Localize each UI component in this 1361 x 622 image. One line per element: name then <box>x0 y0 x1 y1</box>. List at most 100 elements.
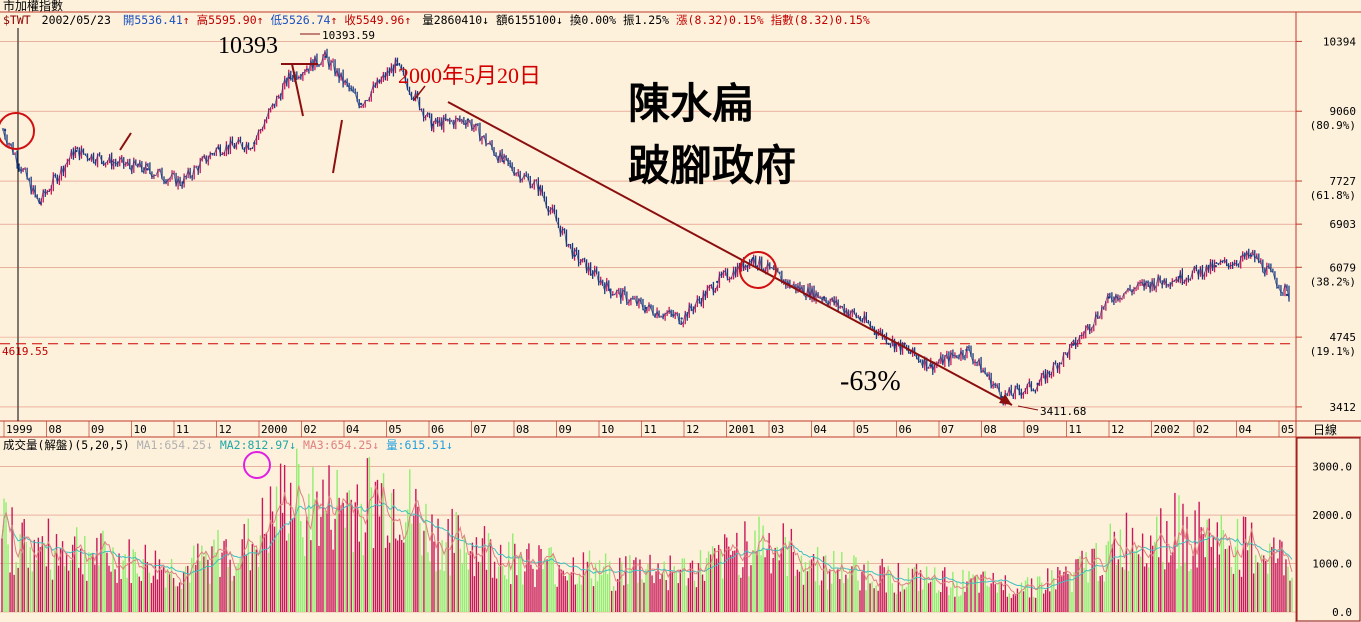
x-tick-label: 02 <box>1196 423 1209 436</box>
x-tick-label: 05 <box>856 423 869 436</box>
price-point <box>359 102 363 106</box>
x-tick-label: 11 <box>176 423 189 436</box>
peak-marker-drop <box>291 63 304 117</box>
price-point <box>751 257 755 260</box>
price-point <box>466 118 470 121</box>
quote-line: $TWT 2002/05/23 開5536.41↑ 高5595.90↑ 低552… <box>3 13 870 27</box>
price-point <box>181 181 185 184</box>
quote-amplitude: 振1.25% <box>623 13 669 27</box>
x-axis: 1999 08 09 10 11 12 2000 02 04 05 06 07 08 09 10 11 12 20… <box>3 421 1294 437</box>
volume-ma3-line <box>1 484 1293 597</box>
symbol: $TWT <box>3 13 31 27</box>
price-tick-label: 6903 <box>1330 218 1357 231</box>
price-line <box>2 50 1290 405</box>
quote-close: 收5549.96 <box>344 13 404 27</box>
trend-line <box>447 101 1013 406</box>
low-label-leader <box>1017 405 1039 411</box>
price-point <box>929 364 933 367</box>
volume-tick-label: 1000.0 <box>1312 558 1352 571</box>
price-tick-label: 4745 <box>1330 331 1357 344</box>
quote-high: 高5595.90 <box>197 13 257 27</box>
price-tick-label: 10394 <box>1323 35 1356 48</box>
x-tick-label: 06 <box>431 423 444 436</box>
price-point <box>3 128 7 132</box>
price-y-axis: 10394 9060(80.9%) 7727(61.8%) 6903 6079(38.2… <box>1296 35 1356 414</box>
price-point <box>431 123 434 127</box>
x-tick-label: 08 <box>516 423 529 436</box>
quote-open: 開5536.41 <box>123 13 183 27</box>
x-tick-label: 08 <box>984 423 997 436</box>
volume-tick-label: 2000.0 <box>1312 509 1352 522</box>
x-tick-label: 12 <box>686 423 699 436</box>
dip-marker <box>332 119 343 174</box>
price-point <box>1285 293 1289 297</box>
price-point <box>146 168 149 171</box>
highlight-circle-ma2 <box>243 451 271 479</box>
x-tick-label: 04 <box>346 423 360 436</box>
peak-small-label: 10393.59 <box>322 29 375 42</box>
price-tick-label: 7727 <box>1330 175 1357 188</box>
trend-arrow-head <box>999 394 1012 405</box>
support-label: 4619.55 <box>2 345 48 358</box>
price-tick-pct: (61.8%) <box>1310 189 1356 202</box>
x-tick-label: 05 <box>389 423 402 436</box>
price-point <box>324 55 327 58</box>
price-point <box>1072 343 1075 346</box>
price-point <box>288 76 292 79</box>
annotations <box>0 33 1039 479</box>
volume-header: 成交量(解盤)(5,20,5) MA1:654.25↓ MA2:812.97↓ … <box>3 438 453 452</box>
price-point <box>39 202 42 205</box>
rebound-marker <box>119 132 132 151</box>
volume-ma3: MA3:654.25 <box>303 438 372 452</box>
x-tick-label: 04 <box>1239 423 1253 436</box>
price-tick-label: 3412 <box>1330 401 1357 414</box>
x-tick-label: 1999 <box>6 423 33 436</box>
x-tick-label: 08 <box>49 423 62 436</box>
price-point <box>573 254 576 257</box>
quote-turnover: 換0.00% <box>570 13 616 27</box>
price-point <box>1250 254 1253 257</box>
price-point <box>894 343 897 346</box>
price-point <box>680 317 683 320</box>
price-point <box>395 63 398 66</box>
price-point <box>110 160 114 163</box>
highlight-circle-start <box>0 112 35 150</box>
volume-ma1: MA1:654.25 <box>137 438 206 452</box>
quote-volume: 量2860410 <box>422 13 482 27</box>
quote-index-change: 指數(8.32)0.15% <box>771 13 870 27</box>
price-tick-label: 6079 <box>1330 261 1357 274</box>
quote-date: 2002/05/23 <box>42 13 111 27</box>
low-label: 3411.68 <box>1040 405 1086 418</box>
drop-percent: -63% <box>840 366 901 397</box>
price-tick-pct: (80.9%) <box>1310 119 1356 132</box>
quote-low: 低5526.74 <box>271 13 331 27</box>
volume-ma2: MA2:812.97 <box>220 438 289 452</box>
price-point <box>965 348 968 352</box>
market-name: 市加權指數 <box>3 0 63 13</box>
x-tick-label: 10 <box>134 423 147 436</box>
volume-title: 成交量(解盤)(5,20,5) <box>3 438 130 452</box>
quote-change: 漲(8.32)0.15% <box>676 13 764 27</box>
x-tick-label: 12 <box>1111 423 1124 436</box>
price-grid <box>0 41 1296 408</box>
price-tick-label: 9060 <box>1330 105 1357 118</box>
x-tick-label: 09 <box>91 423 104 436</box>
price-point <box>644 306 648 310</box>
price-point <box>217 147 220 150</box>
highlight-circle-crossing <box>739 251 777 289</box>
price-point <box>609 288 612 291</box>
volume-tick-label: 0.0 <box>1332 606 1352 619</box>
title-line-2: 跛腳政府 <box>628 141 796 190</box>
quote-amount: 額6155100 <box>496 13 556 27</box>
volume-y-axis: 3000.0 2000.0 1000.0 0.0 <box>1312 461 1352 619</box>
x-tick-label: 04 <box>814 423 828 436</box>
period-label[interactable]: 日線 <box>1313 422 1337 437</box>
volume-bars <box>1 448 1293 612</box>
panel-frames <box>0 11 1361 622</box>
price-point <box>537 186 541 189</box>
x-tick-label: 11 <box>1069 423 1082 436</box>
price-point <box>75 149 78 153</box>
price-point <box>253 141 256 145</box>
price-point <box>1214 264 1217 268</box>
